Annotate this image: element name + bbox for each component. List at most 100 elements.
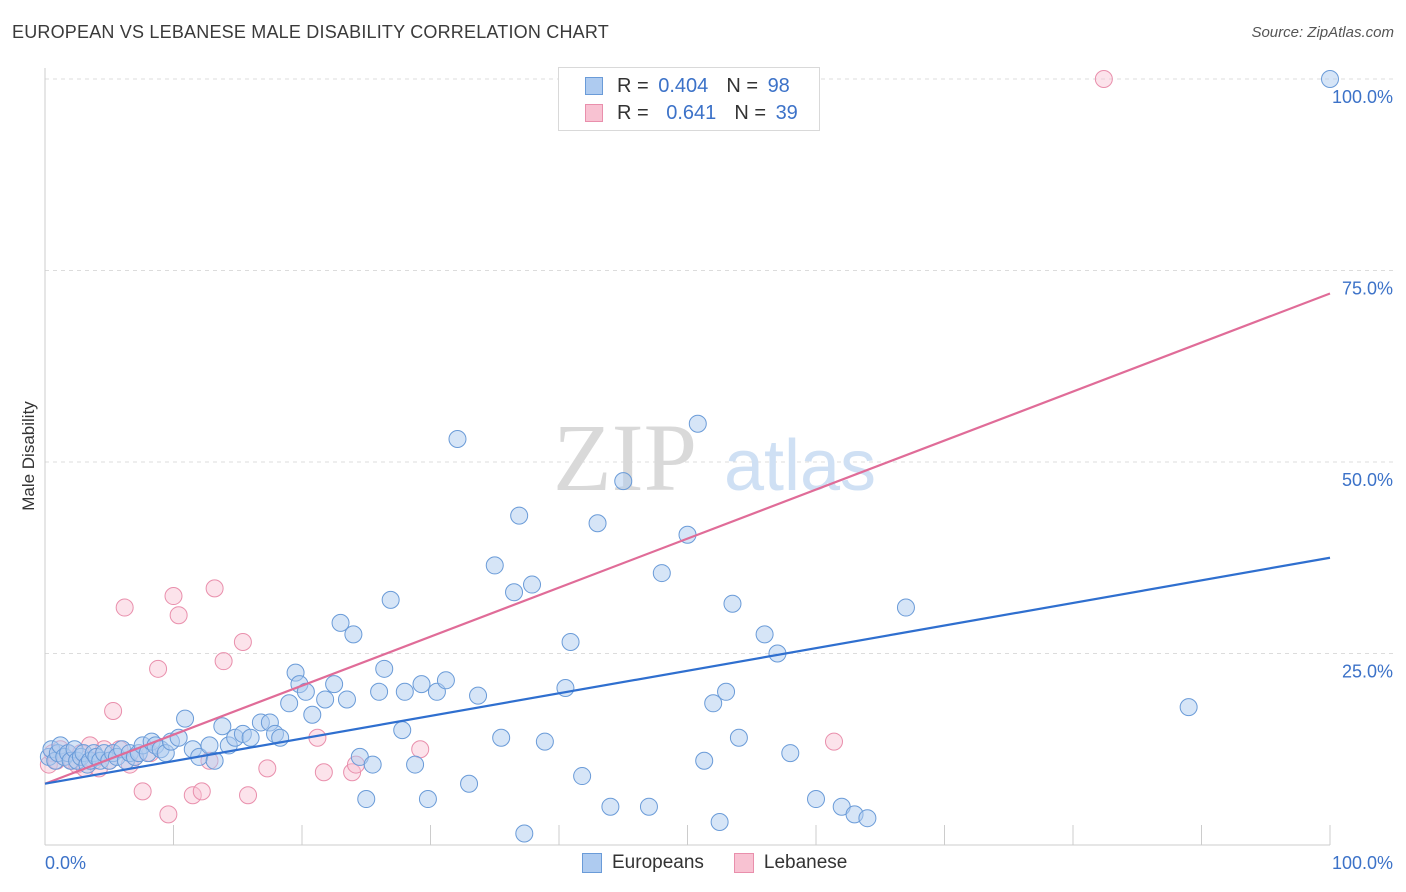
lebanese-point: [233, 633, 252, 652]
european-point: [357, 790, 376, 809]
lebanese-point: [214, 652, 233, 671]
european-point: [695, 751, 714, 770]
european-point: [614, 472, 633, 491]
lebanese-point: [183, 786, 202, 805]
european-point: [393, 721, 412, 740]
lebanese-point: [411, 740, 430, 759]
europeans-swatch: [585, 77, 603, 95]
legend-n-value: 39: [775, 101, 798, 124]
european-point: [858, 809, 877, 828]
european-point: [896, 598, 915, 617]
x-tick-label: 0.0%: [45, 853, 86, 873]
lebanese-point: [192, 782, 211, 801]
lebanese-swatch: [733, 853, 754, 873]
european-point: [200, 736, 219, 755]
european-point: [652, 564, 671, 583]
european-point: [176, 709, 195, 728]
european-point: [515, 824, 534, 843]
european-point: [688, 414, 707, 433]
european-point: [1321, 70, 1339, 88]
gridlines: [45, 78, 1395, 654]
watermark: ZIP atlas: [553, 404, 876, 511]
european-point: [469, 686, 488, 705]
european-point: [601, 797, 620, 816]
european-point: [710, 813, 729, 832]
legend-label-lebanese: Lebanese: [763, 852, 848, 873]
european-point: [325, 675, 344, 694]
european-point: [241, 728, 260, 747]
european-point: [370, 682, 389, 701]
european-point: [213, 717, 232, 736]
legend-n-label: N =: [734, 101, 766, 124]
european-point: [303, 705, 322, 724]
european-point: [436, 671, 455, 690]
lebanese-point: [824, 732, 843, 751]
european-point: [375, 659, 394, 678]
european-point: [412, 675, 431, 694]
european-point: [280, 694, 299, 713]
lebanese-point: [159, 805, 178, 824]
european-point: [395, 682, 414, 701]
legend-r-label: R =: [617, 74, 649, 97]
european-point: [1179, 698, 1198, 717]
lebanese-point: [133, 782, 152, 801]
european-point: [418, 790, 437, 809]
lebanese-point: [205, 579, 224, 598]
european-point: [381, 590, 400, 609]
lebanese-point: [239, 786, 258, 805]
lebanese-point: [258, 759, 277, 778]
lebanese-point: [169, 606, 188, 625]
european-point: [781, 744, 800, 763]
european-point: [807, 790, 825, 809]
european-point: [561, 633, 580, 652]
legend-n-value: 98: [767, 74, 790, 97]
europeans-trend-line: [44, 556, 1331, 785]
axes: [44, 68, 1331, 846]
series-legend: Europeans Lebanese: [582, 852, 877, 874]
european-point: [331, 613, 350, 632]
european-point: [510, 506, 529, 525]
y-tick-label: 50.0%: [1342, 470, 1393, 490]
lebanese-point: [149, 659, 168, 678]
trend-lines: [44, 292, 1331, 785]
european-point: [588, 514, 607, 533]
european-point: [337, 690, 356, 709]
european-point: [717, 682, 736, 701]
tick-labels: 25.0% 50.0% 75.0% 100.0% 0.0% 100.0%: [45, 87, 1393, 873]
european-point: [573, 767, 592, 786]
legend-label-europeans: Europeans: [612, 852, 704, 873]
european-point: [639, 797, 658, 816]
european-point: [704, 694, 723, 713]
source-label: Source: ZipAtlas.com: [1251, 24, 1394, 41]
european-point: [535, 732, 554, 751]
correlation-legend: R = 0.404 N = 98 R = 0.641 N = 39: [558, 67, 820, 131]
lebanese-point: [1094, 70, 1113, 88]
european-point: [729, 728, 748, 747]
series-europeans: [39, 70, 1339, 843]
lebanese-swatch: [585, 104, 603, 122]
watermark-zip: ZIP: [553, 404, 697, 511]
lebanese-point: [314, 763, 333, 782]
legend-n-label: N =: [726, 74, 758, 97]
european-point: [485, 556, 504, 575]
european-point: [723, 594, 742, 613]
x-tick-label: 100.0%: [1332, 853, 1393, 873]
legend-r-value: 0.404: [658, 74, 709, 97]
european-point: [363, 755, 382, 774]
european-point: [205, 751, 224, 770]
lebanese-point: [164, 587, 183, 606]
legend-item-europeans[interactable]: Europeans: [582, 852, 704, 874]
european-point: [316, 690, 335, 709]
european-point: [344, 625, 363, 644]
legend-r-value: 0.641: [666, 101, 717, 124]
legend-item-lebanese[interactable]: Lebanese: [733, 852, 848, 874]
lebanese-point: [104, 701, 123, 720]
legend-r-label: R =: [617, 101, 649, 124]
y-axis-label: Male Disability: [19, 401, 38, 511]
legend-row-lebanese: R = 0.641 N = 39: [585, 100, 798, 126]
european-point: [505, 583, 524, 602]
european-point: [523, 575, 542, 594]
chart-title: EUROPEAN VS LEBANESE MALE DISABILITY COR…: [12, 22, 609, 42]
lebanese-point: [115, 598, 134, 617]
